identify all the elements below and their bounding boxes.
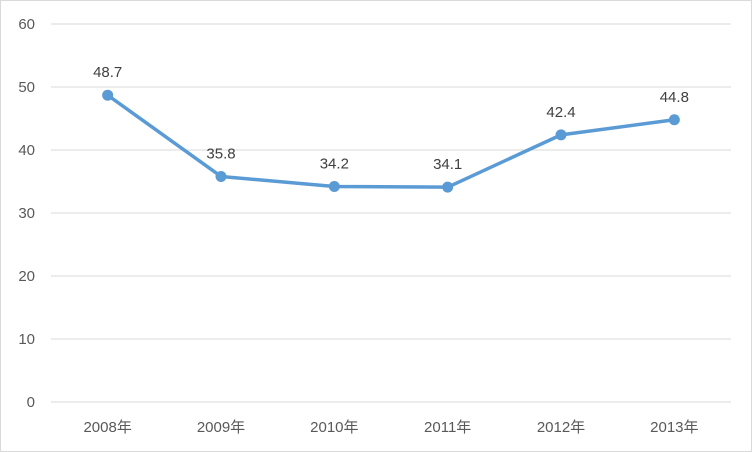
- data-label: 35.8: [206, 145, 235, 162]
- y-tick-label: 10: [18, 331, 35, 348]
- series-layer: [102, 89, 680, 193]
- x-tick-label: 2010年: [310, 419, 358, 436]
- x-tick-label: 2009年: [197, 419, 245, 436]
- data-label: 34.1: [433, 156, 462, 173]
- data-point: [668, 114, 680, 126]
- data-point: [215, 170, 227, 182]
- data-label: 34.2: [320, 156, 349, 173]
- y-tick-label: 60: [18, 16, 35, 33]
- series-line: [105, 93, 677, 189]
- data-point: [555, 129, 567, 141]
- y-tick-label: 50: [18, 79, 35, 96]
- data-label: 42.4: [546, 104, 575, 121]
- data-label: 44.8: [660, 89, 689, 106]
- data-point: [442, 181, 454, 193]
- data-labels: 48.7 35.8 34.2 34.1 42.4 44.8: [93, 64, 689, 173]
- y-tick-label: 0: [27, 394, 35, 411]
- data-point: [328, 181, 340, 193]
- x-tick-label: 2011年: [424, 419, 471, 436]
- x-tick-label: 2013年: [650, 419, 698, 436]
- y-tick-label: 30: [18, 205, 35, 222]
- gridlines: [51, 23, 731, 403]
- y-tick-label: 40: [18, 142, 35, 159]
- x-tick-label: 2012年: [537, 419, 585, 436]
- x-tick-label: 2008年: [83, 419, 131, 436]
- data-label: 48.7: [93, 64, 122, 81]
- axes: 0 10 20 30 40 50 60 2008年 2009年 2010年 2011年 2012年 20…: [18, 16, 731, 436]
- data-point: [102, 89, 114, 101]
- y-tick-label: 20: [18, 268, 35, 285]
